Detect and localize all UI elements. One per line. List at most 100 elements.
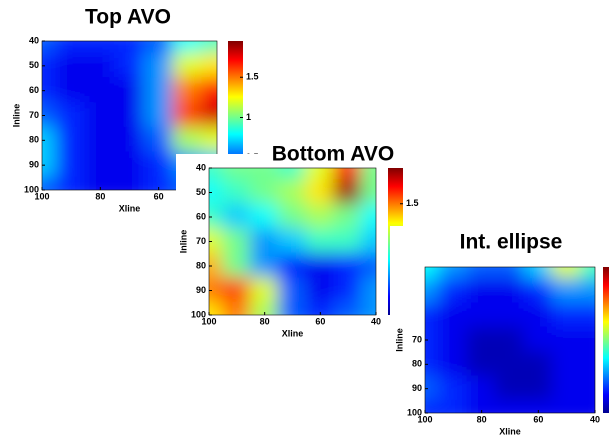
x-axis-label: Xline <box>119 203 141 213</box>
heat-cell <box>277 168 308 182</box>
heat-cell <box>466 375 497 402</box>
y-tick-label: 100 <box>24 184 39 194</box>
heat-cell <box>361 252 376 280</box>
heat-cell <box>523 326 554 354</box>
heat-cell <box>361 301 376 315</box>
heat-cell <box>209 228 224 255</box>
y-tick-label: 70 <box>29 110 39 120</box>
heat-cell <box>523 351 554 378</box>
heat-cell <box>277 228 308 255</box>
heat-cell <box>42 176 58 190</box>
heat-cell <box>551 351 582 378</box>
heat-cell <box>523 267 554 281</box>
heat-cell <box>84 41 116 55</box>
heat-cell <box>113 77 146 105</box>
heat-cell <box>249 277 280 304</box>
heat-cell <box>221 228 252 255</box>
colorbar <box>603 267 609 413</box>
heat-cell <box>466 326 497 354</box>
heat-cell <box>466 351 497 378</box>
y-tick-label: 50 <box>196 187 206 197</box>
y-tick-label: 40 <box>196 162 206 172</box>
heat-cell <box>277 301 308 315</box>
heat-cell <box>494 267 526 281</box>
x-tick-label: 100 <box>417 414 432 424</box>
heat-cell <box>172 77 204 105</box>
y-tick-label: 80 <box>29 135 39 145</box>
y-tick-label: 60 <box>196 211 206 221</box>
heat-cell <box>42 126 58 154</box>
x-tick-label: 100 <box>201 316 216 326</box>
heat-cell <box>333 168 364 182</box>
x-tick-label: 60 <box>533 414 543 424</box>
y-tick-label: 80 <box>196 260 206 270</box>
heat-cell <box>209 168 224 182</box>
heat-cell <box>425 278 441 305</box>
heat-cell <box>438 399 469 413</box>
heat-cell <box>249 228 280 255</box>
chart-title: Bottom AVO <box>272 143 394 166</box>
heat-cell <box>425 351 441 378</box>
heat-cell <box>221 301 252 315</box>
heat-cell <box>201 41 217 55</box>
heat-cell <box>551 399 582 413</box>
heat-cell <box>579 278 595 305</box>
heat-cell <box>55 151 87 179</box>
heat-cell <box>42 52 58 80</box>
heat-cell <box>438 302 469 329</box>
y-axis-label: Inline <box>178 230 188 254</box>
heat-cell <box>201 77 217 105</box>
heat-cell <box>361 277 376 304</box>
heat-cell <box>209 252 224 280</box>
heat-cell <box>221 252 252 280</box>
y-tick-label: 80 <box>412 359 422 369</box>
heat-cell <box>277 252 308 280</box>
heat-cell <box>579 351 595 378</box>
colorbar-tick-label: 1 <box>246 112 251 122</box>
heat-cell <box>113 102 146 129</box>
heat-cell <box>438 326 469 354</box>
x-tick-label: 60 <box>154 191 164 201</box>
heat-cell <box>42 102 58 129</box>
heat-cell <box>143 151 175 179</box>
heat-cell <box>113 41 146 55</box>
heat-cell <box>113 176 146 190</box>
heat-cell <box>438 278 469 305</box>
heat-cell <box>333 277 364 304</box>
heat-cell <box>425 326 441 354</box>
heat-cell <box>113 151 146 179</box>
heat-cell <box>305 168 336 182</box>
heat-cell <box>249 179 280 206</box>
y-tick-label: 100 <box>191 309 206 319</box>
heat-cell <box>305 179 336 206</box>
y-tick-label: 70 <box>196 236 206 246</box>
heat-cell <box>143 176 175 190</box>
heat-cell <box>361 179 376 206</box>
heat-cell <box>42 77 58 105</box>
heat-cell <box>55 102 87 129</box>
heat-cell <box>305 203 336 231</box>
heat-cell <box>494 399 526 413</box>
heat-cell <box>249 168 280 182</box>
heat-cell <box>438 267 469 281</box>
heat-cell <box>494 278 526 305</box>
y-tick-label: 50 <box>29 60 39 70</box>
heat-cell <box>579 399 595 413</box>
colorbar <box>228 41 243 190</box>
heat-cell <box>249 252 280 280</box>
heat-cell <box>551 302 582 329</box>
heat-cell <box>494 326 526 354</box>
heat-cell <box>209 179 224 206</box>
heat-cell <box>42 151 58 179</box>
heat-cell <box>221 179 252 206</box>
heat-cell <box>466 399 497 413</box>
heat-cell <box>221 203 252 231</box>
heat-cell <box>523 399 554 413</box>
heat-cell <box>361 228 376 255</box>
heat-cell <box>84 52 116 80</box>
heatmap <box>209 168 376 315</box>
heat-cell <box>209 277 224 304</box>
heat-cell <box>579 326 595 354</box>
heat-cell <box>305 277 336 304</box>
